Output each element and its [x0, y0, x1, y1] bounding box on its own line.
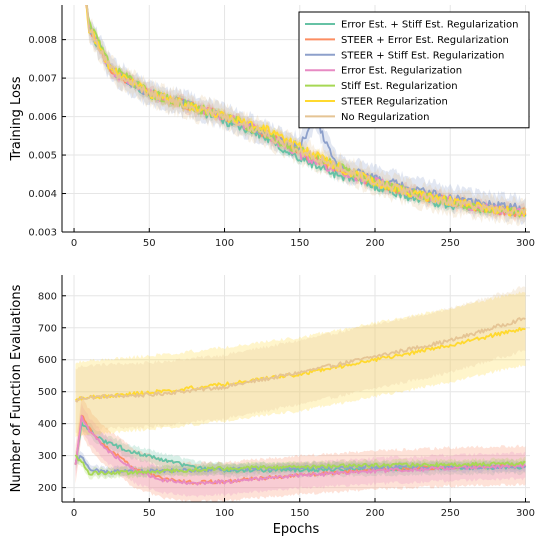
y-tick-label: 500	[38, 387, 57, 398]
y-axis-label: Training Loss	[9, 76, 24, 161]
x-tick-label: 300	[516, 508, 535, 519]
legend-label: STEER + Stiff Est. Regularization	[341, 50, 504, 61]
x-tick-label: 100	[215, 238, 234, 249]
x-tick-label: 50	[143, 508, 156, 519]
x-tick-label: 300	[516, 238, 535, 249]
y-tick-label: 200	[38, 483, 57, 494]
series-band	[75, 396, 526, 502]
x-tick-label: 50	[143, 238, 156, 249]
series-band	[75, 415, 526, 479]
y-axis-label: Number of Function Evaluations	[9, 284, 24, 492]
series-line	[74, 415, 526, 486]
series-line	[74, 317, 526, 403]
x-axis-label: Epochs	[273, 522, 320, 537]
y-tick-label: 0.004	[28, 189, 57, 200]
y-tick-label: 0.006	[28, 112, 57, 123]
legend-label: Error Est. Regularization	[341, 66, 462, 77]
y-tick-label: 0.003	[28, 228, 57, 239]
y-tick-label: 0.008	[28, 35, 57, 46]
y-tick-label: 700	[38, 323, 57, 334]
x-tick-label: 150	[290, 508, 309, 519]
y-tick-label: 0.007	[28, 74, 57, 85]
legend-label: Stiff Est. Regularization	[341, 81, 458, 92]
training-loss-panel: 0.003 0.004 0.005 0.006 0.007 0.008 0 50 100 150 2…	[9, 5, 535, 249]
y-tick-label: 0.005	[28, 151, 57, 162]
function-evaluations-panel: 200 300 400 500 600 700 800 0 50 100 150 200 250 300 N…	[9, 275, 535, 537]
x-tick-label: 250	[441, 238, 460, 249]
series-line	[74, 327, 526, 402]
x-tick-label: 250	[441, 508, 460, 519]
y-tick-label: 600	[38, 355, 57, 366]
legend-label: Error Est. + Stiff Est. Regularization	[341, 20, 519, 31]
series-band	[85, 5, 526, 222]
legend-label: STEER Regularization	[341, 97, 448, 108]
legend-label: STEER + Error Est. Regularization	[341, 35, 509, 46]
series-line	[74, 454, 526, 476]
x-tick-label: 100	[215, 508, 234, 519]
series-band	[75, 450, 526, 480]
x-tick-label: 200	[365, 508, 384, 519]
series-band	[85, 5, 526, 225]
legend-box	[298, 11, 530, 129]
x-tick-label: 150	[290, 238, 309, 249]
legend: Error Est. + Stiff Est. Regularization ST…	[298, 11, 530, 129]
series-band	[75, 286, 526, 434]
x-tick-label: 200	[365, 238, 384, 249]
y-tick-label: 300	[38, 451, 57, 462]
series-line	[85, 5, 527, 216]
series-band	[75, 403, 526, 498]
legend-label: No Regularization	[341, 112, 429, 123]
y-tick-label: 800	[38, 291, 57, 302]
series-band	[75, 291, 526, 438]
x-tick-label: 0	[71, 238, 77, 249]
y-tick-label: 400	[38, 419, 57, 430]
x-tick-label: 0	[71, 508, 77, 519]
